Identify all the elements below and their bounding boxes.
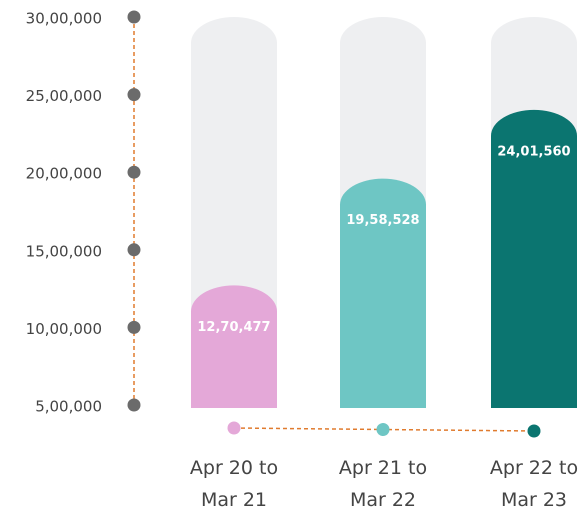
y-tick-label: 25,00,000 <box>26 87 102 105</box>
tick-dot <box>127 165 141 179</box>
x-tick-label: Apr 20 to Mar 21 <box>189 457 279 511</box>
category-dot <box>376 423 390 436</box>
bar <box>191 285 277 408</box>
value-label: 12,70,477 <box>197 320 270 335</box>
y-tick-label: 10,00,000 <box>26 320 102 338</box>
tick-dot <box>127 398 141 412</box>
bar <box>340 178 426 408</box>
tick-dot <box>127 10 141 24</box>
value-label: 24,01,560 <box>497 144 570 159</box>
category-dot <box>227 421 241 435</box>
y-tick-label: 5,00,000 <box>35 398 102 416</box>
x-tick-label: Apr 21 to Mar 22 <box>338 457 428 511</box>
tick-dot <box>127 320 141 334</box>
x-tick-label: Apr 22 to Mar 23 <box>489 457 579 511</box>
tick-dot <box>127 243 141 257</box>
tick-dot <box>127 88 141 102</box>
category-dot <box>527 424 541 438</box>
bar <box>491 109 577 408</box>
value-label: 19,58,528 <box>346 213 419 228</box>
y-tick-label: 30,00,000 <box>26 10 102 28</box>
y-tick-label: 15,00,000 <box>26 242 102 260</box>
y-tick-label: 20,00,000 <box>26 165 102 183</box>
